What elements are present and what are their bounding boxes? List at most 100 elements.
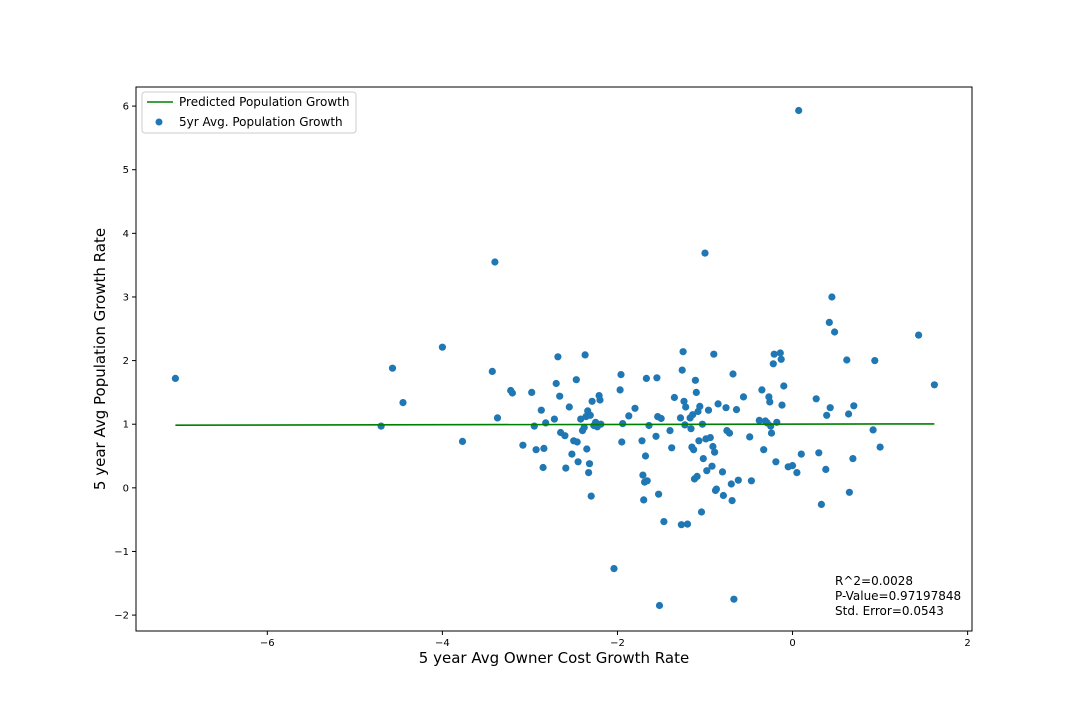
- data-point: [701, 249, 709, 257]
- data-point: [660, 518, 668, 526]
- data-point: [755, 416, 763, 424]
- data-point: [678, 366, 686, 374]
- x-tick-label: 2: [964, 638, 970, 649]
- y-tick-label: 5: [123, 165, 129, 176]
- data-point: [711, 448, 719, 456]
- y-tick-label: 3: [123, 292, 129, 303]
- data-point: [826, 404, 834, 412]
- ticks-layer: −6 −4 −2 0 2 −2 −1 0 1 2 3 4 5 6: [114, 102, 971, 649]
- data-point: [788, 462, 797, 470]
- data-point: [574, 458, 582, 466]
- x-axis-label: 5 year Avg Owner Cost Growth Rate: [419, 649, 689, 667]
- data-point: [588, 397, 596, 405]
- data-point: [795, 106, 803, 115]
- regression-line: [175, 423, 935, 426]
- data-point: [823, 411, 831, 419]
- data-point: [766, 398, 774, 406]
- data-point: [493, 414, 502, 422]
- plot-frame: [135, 86, 973, 632]
- legend: Predicted Population Growth 5yr Avg. Pop…: [141, 91, 357, 134]
- data-point: [871, 357, 879, 365]
- data-point: [645, 421, 653, 430]
- y-tick-label: −1: [114, 547, 129, 558]
- data-point: [680, 397, 688, 405]
- data-point: [542, 419, 550, 427]
- data-point: [845, 488, 854, 496]
- data-point: [691, 376, 700, 384]
- data-point: [653, 374, 661, 382]
- data-point: [697, 508, 706, 516]
- data-point: [714, 400, 722, 408]
- data-point: [845, 410, 853, 418]
- data-point: [491, 258, 499, 266]
- data-point: [572, 376, 580, 384]
- data-point: [843, 356, 851, 364]
- data-point: [682, 403, 690, 411]
- data-point: [631, 404, 639, 412]
- data-point: [677, 521, 686, 529]
- data-point: [580, 423, 588, 431]
- data-point: [610, 565, 618, 573]
- legend-line-label: Predicted Population Growth: [179, 95, 349, 109]
- data-point: [778, 401, 786, 409]
- data-point: [488, 367, 496, 375]
- data-point: [689, 411, 697, 419]
- data-point: [617, 371, 625, 379]
- data-point: [772, 458, 780, 466]
- data-point: [539, 463, 547, 472]
- data-point: [625, 412, 633, 420]
- data-point: [850, 402, 858, 410]
- data-point: [709, 442, 717, 451]
- data-point: [780, 382, 788, 390]
- stats-annotation: R^2=0.0028 P-Value=0.97197848 Std. Error…: [835, 574, 961, 618]
- data-point: [703, 467, 711, 475]
- data-point: [690, 446, 698, 454]
- data-point: [643, 477, 651, 485]
- data-point: [562, 464, 570, 472]
- data-point: [915, 331, 923, 339]
- data-point: [770, 350, 778, 358]
- data-point: [388, 364, 397, 372]
- data-point: [668, 444, 676, 452]
- data-point: [793, 469, 801, 477]
- data-point: [817, 500, 826, 508]
- data-point: [532, 446, 540, 454]
- data-point: [712, 485, 721, 493]
- data-point: [730, 595, 738, 603]
- data-point: [438, 343, 446, 351]
- data-point: [540, 444, 548, 452]
- data-point: [619, 420, 627, 428]
- x-tick-label: −2: [610, 638, 625, 649]
- data-point: [519, 441, 527, 449]
- data-point: [657, 414, 665, 423]
- data-point: [683, 520, 692, 528]
- x-tick-label: −4: [435, 638, 450, 649]
- p-value-text: P-Value=0.97197848: [835, 589, 961, 603]
- data-point: [585, 460, 594, 468]
- data-point: [554, 353, 562, 361]
- data-point: [732, 406, 741, 414]
- data-point: [573, 438, 581, 446]
- data-point: [171, 374, 179, 382]
- x-tick-label: 0: [789, 638, 795, 649]
- data-point: [777, 355, 785, 363]
- data-point: [849, 455, 857, 463]
- data-point: [734, 476, 742, 484]
- data-point: [825, 318, 833, 326]
- data-point: [568, 450, 576, 458]
- y-tick-label: −2: [114, 611, 129, 622]
- data-point: [710, 350, 718, 358]
- data-point: [640, 496, 648, 504]
- data-point: [583, 445, 591, 453]
- data-point: [530, 422, 538, 430]
- data-point: [758, 386, 766, 394]
- data-point: [399, 399, 407, 407]
- y-tick-label: 0: [123, 483, 129, 494]
- data-point: [719, 491, 728, 500]
- data-point: [728, 497, 736, 505]
- std-error-text: Std. Error=0.0543: [835, 604, 944, 618]
- legend-marker-swatch: [155, 118, 163, 126]
- data-point: [638, 437, 646, 445]
- data-point: [776, 349, 784, 357]
